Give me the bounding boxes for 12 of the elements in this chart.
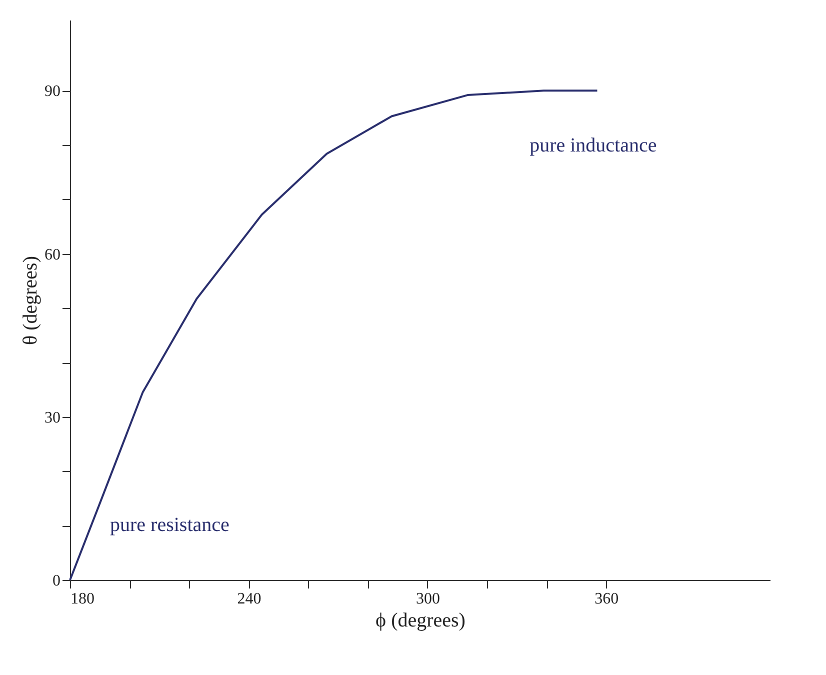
- annotation: pure inductance: [530, 134, 657, 157]
- x-tick-label: 360: [594, 590, 619, 608]
- x-axis-title: ϕ (degrees): [376, 610, 466, 632]
- y-tick-label: 90: [44, 83, 60, 100]
- y-axis-title: θ (degrees): [20, 256, 42, 345]
- x-tick-label: 240: [237, 590, 262, 608]
- y-tick-label: 30: [44, 409, 60, 426]
- x-tick-label: 180: [70, 590, 94, 608]
- y-tick-label: 60: [44, 246, 60, 264]
- y-tick-label: 0: [52, 572, 60, 590]
- annotation: pure resistance: [110, 514, 230, 536]
- x-tick-label: 300: [416, 590, 440, 608]
